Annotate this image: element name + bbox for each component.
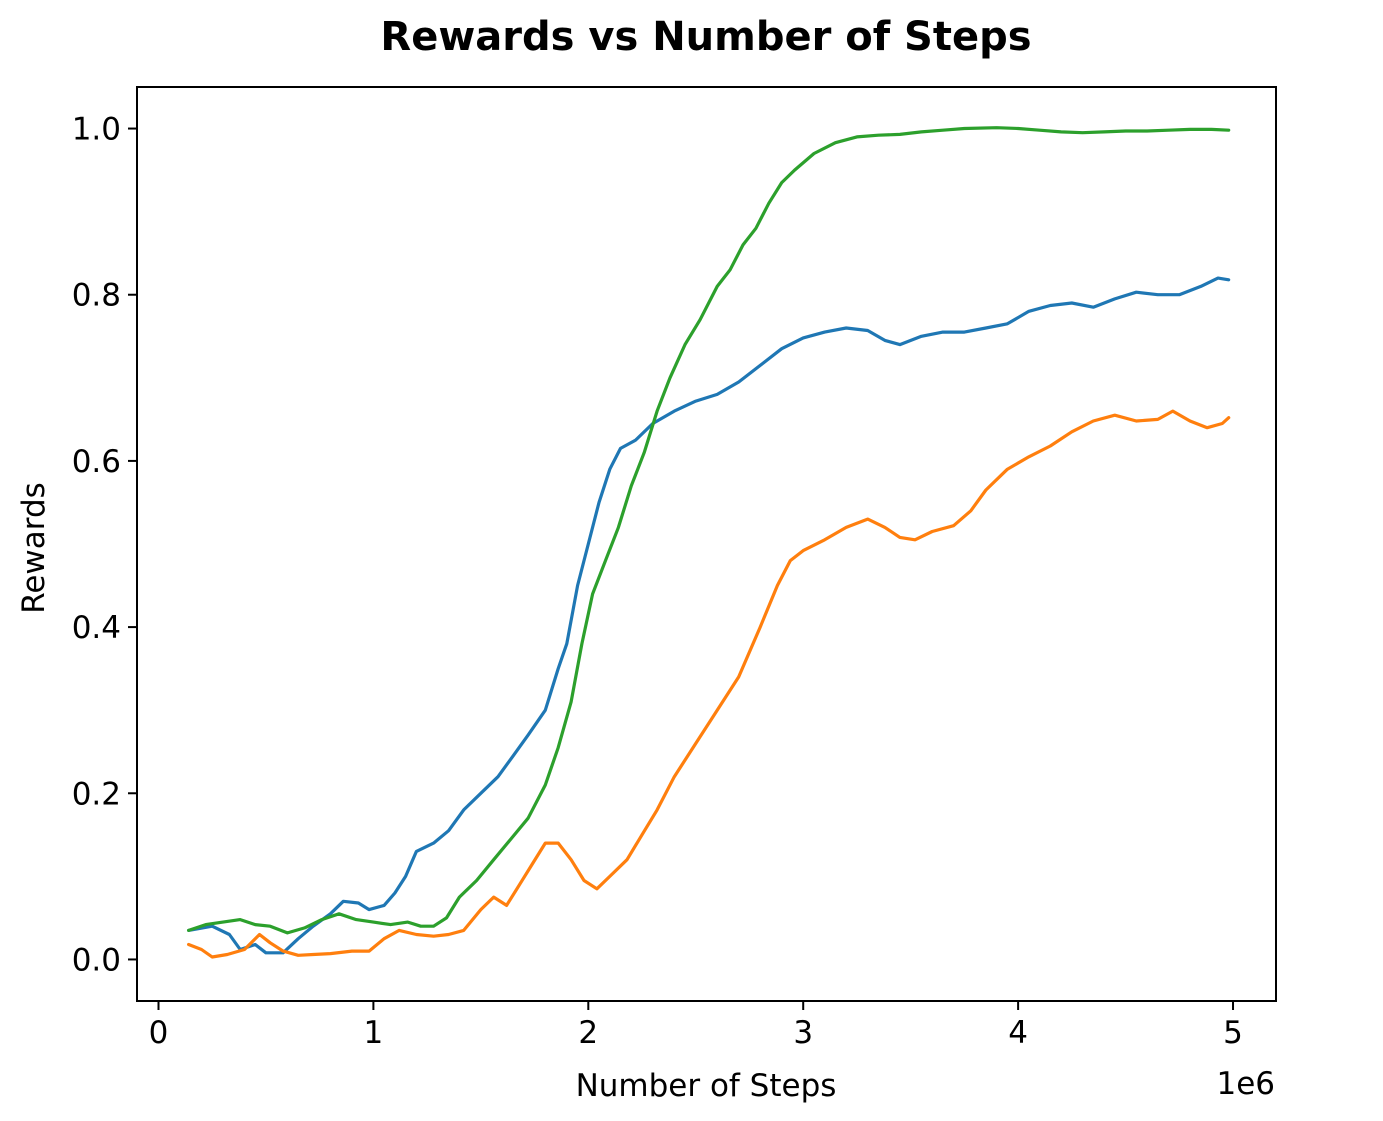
- x-tick-label: 3: [793, 1015, 813, 1051]
- y-tick-label: 0.8: [72, 278, 121, 314]
- x-tick-label: 5: [1223, 1015, 1243, 1051]
- x-tick-label: 2: [578, 1015, 598, 1051]
- x-tick-label: 1: [364, 1015, 384, 1051]
- plot-area-frame: [136, 86, 1277, 1002]
- y-tick-label: 0.4: [72, 610, 121, 646]
- series-line-3: [187, 126, 1231, 935]
- y-tick-label: 0.0: [72, 942, 121, 978]
- axes-layer: 0 1 2 3 4 5 0.0 0.2 0.4 0.6 0.8 1.0: [72, 112, 1243, 1051]
- series-layer: [187, 126, 1231, 959]
- series-line-2: [187, 409, 1231, 959]
- x-tick-label: 0: [149, 1015, 169, 1051]
- x-axis-offset-label: 1e6: [1216, 1066, 1275, 1102]
- x-tick-label: 4: [1008, 1015, 1028, 1051]
- y-axis-label: Rewards: [16, 482, 52, 614]
- y-tick-label: 0.6: [72, 444, 121, 480]
- x-axis-label: Number of Steps: [576, 1068, 837, 1104]
- y-tick-label: 1.0: [72, 112, 121, 148]
- chart-title: Rewards vs Number of Steps: [380, 14, 1031, 60]
- y-tick-label: 0.2: [72, 776, 121, 812]
- series-line-1: [187, 276, 1231, 955]
